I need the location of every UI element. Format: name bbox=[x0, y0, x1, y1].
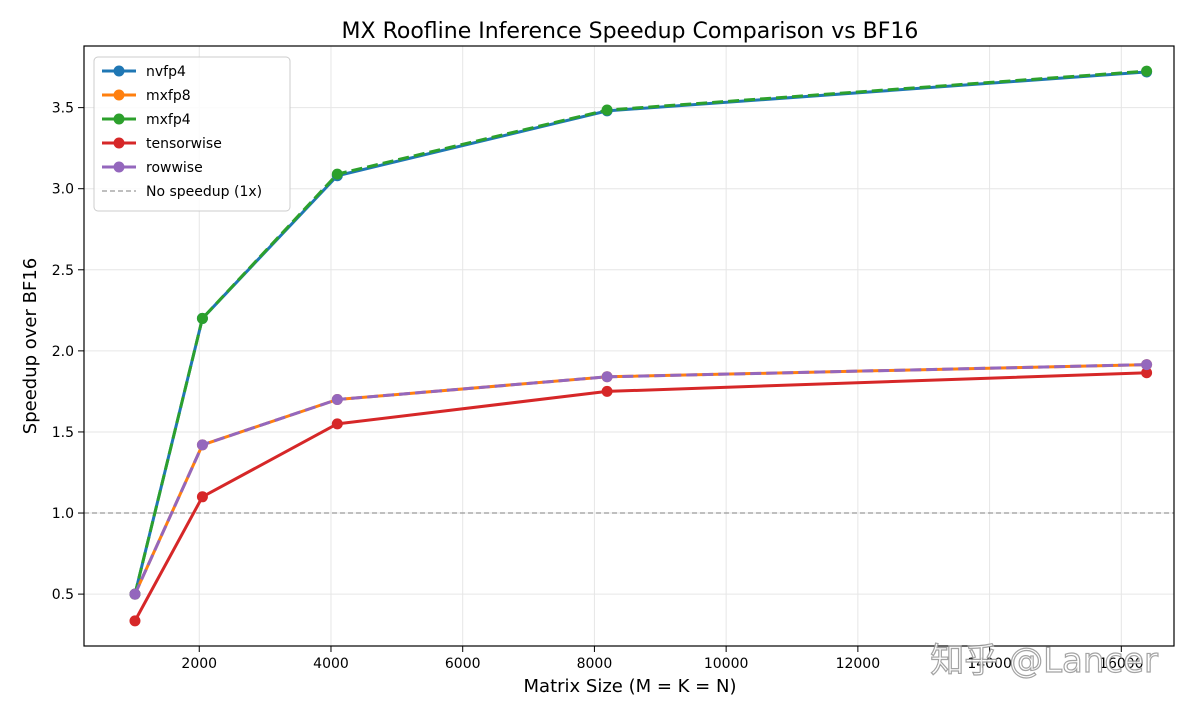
legend-marker-tensorwise bbox=[113, 137, 125, 149]
x-tick-label: 6000 bbox=[445, 656, 481, 672]
x-tick-label: 10000 bbox=[704, 656, 749, 672]
data-point-tensorwise bbox=[196, 491, 208, 503]
x-tick-label: 12000 bbox=[836, 656, 881, 672]
x-axis-label: Matrix Size (M = K = N) bbox=[524, 676, 737, 697]
y-tick-label: 3.0 bbox=[52, 182, 74, 198]
data-point-tensorwise bbox=[1141, 367, 1153, 379]
legend-label-nvfp4: nvfp4 bbox=[146, 64, 186, 80]
legend-label-mxfp4: mxfp4 bbox=[146, 112, 191, 128]
data-point-mxfp4 bbox=[601, 104, 613, 116]
data-point-mxfp4 bbox=[196, 312, 208, 324]
data-point-mxfp4 bbox=[331, 168, 343, 180]
legend-label-tensorwise: tensorwise bbox=[146, 136, 222, 152]
data-point-rowwise bbox=[129, 588, 141, 600]
legend-label-reference: No speedup (1x) bbox=[146, 184, 262, 200]
legend-box bbox=[93, 56, 291, 212]
x-tick-label: 14000 bbox=[967, 656, 1012, 672]
data-point-mxfp4 bbox=[1141, 65, 1153, 77]
y-tick-label: 1.0 bbox=[52, 506, 74, 522]
legend-marker-nvfp4 bbox=[113, 65, 125, 77]
data-point-rowwise bbox=[331, 394, 343, 406]
plot-frame bbox=[83, 45, 1175, 647]
legend: nvfp4 mxfp8 mxfp4 tensorwise rowwise No speed… bbox=[93, 56, 291, 212]
y-axis-label: Speedup over BF16 bbox=[20, 258, 41, 434]
y-tick-label: 0.5 bbox=[52, 587, 74, 603]
series-line-rowwise bbox=[133, 363, 1147, 595]
legend-marker-mxfp4 bbox=[113, 113, 125, 125]
chart-title: MX Roofline Inference Speedup Comparison… bbox=[342, 19, 919, 44]
y-tick-label: 3.5 bbox=[52, 101, 74, 117]
series-line-mxfp8 bbox=[133, 363, 1147, 595]
x-tick-label: 4000 bbox=[313, 656, 349, 672]
legend-label-mxfp8: mxfp8 bbox=[146, 88, 191, 104]
legend-label-rowwise: rowwise bbox=[146, 160, 203, 176]
x-tick-label: 2000 bbox=[181, 656, 217, 672]
data-point-rowwise bbox=[196, 439, 208, 451]
series-line-tensorwise bbox=[133, 371, 1147, 622]
x-tick-label: 8000 bbox=[577, 656, 613, 672]
legend-marker-rowwise bbox=[113, 161, 125, 173]
data-point-tensorwise bbox=[129, 615, 141, 627]
data-point-rowwise bbox=[1141, 359, 1153, 371]
x-tick-label: 16000 bbox=[1099, 656, 1144, 672]
data-point-tensorwise bbox=[331, 418, 343, 430]
series-group bbox=[129, 65, 1153, 627]
data-point-tensorwise bbox=[601, 385, 613, 397]
legend-marker-mxfp8 bbox=[113, 89, 125, 101]
y-tick-label: 2.0 bbox=[52, 344, 74, 360]
y-axis-ticks: 0.5 1.0 1.5 2.0 2.5 3.0 3.5 bbox=[52, 101, 84, 603]
watermark-text: 知乎 @Lancer bbox=[930, 641, 1158, 681]
y-tick-label: 2.5 bbox=[52, 263, 74, 279]
y-tick-label: 1.5 bbox=[52, 425, 74, 441]
x-axis-ticks: 2000 4000 6000 8000 10000 12000 14000 16000 bbox=[181, 646, 1144, 672]
data-point-rowwise bbox=[601, 371, 613, 383]
